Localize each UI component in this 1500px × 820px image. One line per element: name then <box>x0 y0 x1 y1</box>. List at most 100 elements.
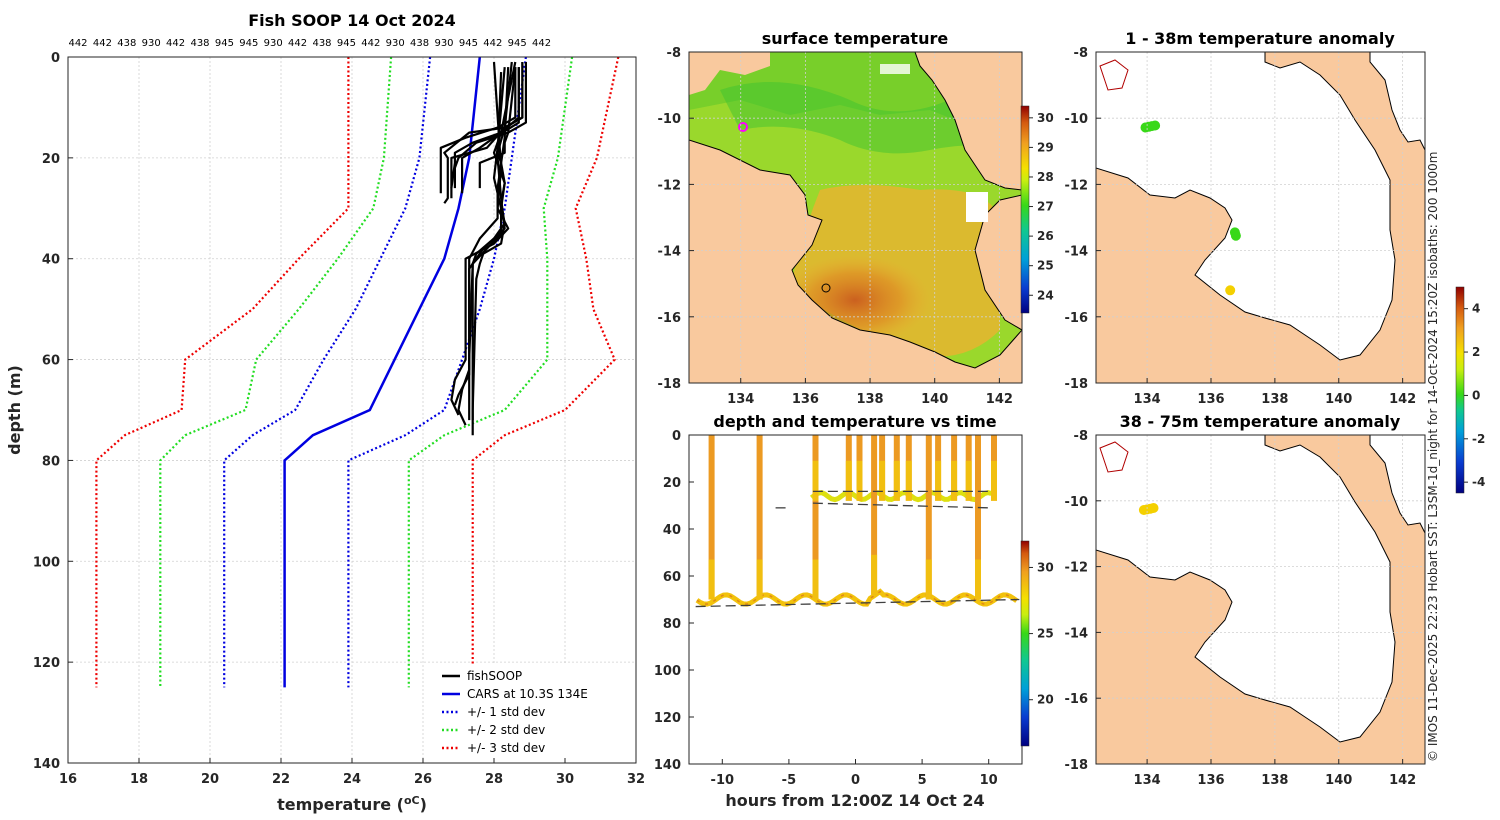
profile-std-line--2 <box>159 56 393 688</box>
profile-top-label: 442 <box>361 38 380 49</box>
profile-top-label: 945 <box>459 38 478 49</box>
timeseries-cast-base <box>991 460 997 501</box>
timeseries-cast-base <box>812 460 819 501</box>
sst-vessel-marker <box>738 122 748 132</box>
timeseries-cbtick-label: 30 <box>1037 560 1054 574</box>
timeseries-cast-base <box>708 559 715 600</box>
profile-ytick-label: 20 <box>42 152 60 167</box>
profile-std-line--3 <box>95 57 350 688</box>
timeseries-cast <box>925 435 932 600</box>
timeseries-ytick-label: 140 <box>654 758 681 773</box>
sst-cloud-gap-2 <box>880 64 910 74</box>
anomaly-cbtick-label: 4 <box>1472 302 1480 316</box>
sst-ytick-label: -14 <box>658 245 682 260</box>
sst-ytick-label: -12 <box>658 178 682 193</box>
timeseries-cast <box>812 435 819 600</box>
profile-title: Fish SOOP 14 Oct 2024 <box>248 11 456 30</box>
sst-cbtick-label: 30 <box>1037 111 1054 125</box>
anomaly-lower-axes-box <box>1095 434 1426 765</box>
anomaly-lower-ytick-label: -12 <box>1065 561 1089 576</box>
anomaly-upper-points <box>1140 120 1241 296</box>
timeseries-cast-base <box>975 559 981 600</box>
profile-xtick-label: 24 <box>343 772 361 787</box>
anomaly-lower-land <box>1096 435 1425 764</box>
profile-top-label: 930 <box>434 38 453 49</box>
timeseries-ytick-label: 0 <box>672 429 681 444</box>
copyright-note: © IMOS 11-Dec-2025 22:23 Hobart SST: L3S… <box>1426 152 1440 763</box>
timeseries-reference-line <box>695 598 1020 608</box>
anomaly-cbtick-label: -2 <box>1472 432 1485 446</box>
timeseries-xtick-label: 10 <box>980 773 998 788</box>
legend-label: CARS at 10.3S 134E <box>467 687 588 701</box>
profile-top-label: 945 <box>215 38 234 49</box>
sst-xtick-label: 136 <box>792 392 819 407</box>
timeseries-ytick-label: 80 <box>663 617 681 632</box>
timeseries-cast-base <box>951 460 958 501</box>
timeseries-cast-base <box>856 460 863 501</box>
anomaly-upper-xtick-label: 142 <box>1389 392 1416 407</box>
anomaly-upper-xtick-label: 134 <box>1134 392 1161 407</box>
anomaly-upper-ytick-label: -14 <box>1065 245 1089 260</box>
timeseries-xtick-label: 0 <box>851 773 860 788</box>
profile-top-label: 930 <box>386 38 405 49</box>
profile-ytick-label: 120 <box>33 656 60 671</box>
profile-ytick-label: 40 <box>42 253 60 268</box>
timeseries-panel: depth and temperature vs time -10 -5 0 5 100… <box>654 412 1054 810</box>
sst-xtick-label: 140 <box>921 392 948 407</box>
timeseries-xlabel: hours from 12:00Z 14 Oct 24 <box>725 791 984 810</box>
timeseries-colorbar-ticks: 20 25 30 <box>1029 560 1054 707</box>
timeseries-cast-base <box>893 460 900 501</box>
anomaly-cbtick-label: 0 <box>1472 388 1480 402</box>
anomaly-colorbar <box>1455 286 1465 494</box>
anomaly-upper-isobath <box>1099 59 1129 91</box>
anomaly-upper-axes-box <box>1095 51 1426 384</box>
profile-top-label: 945 <box>337 38 356 49</box>
timeseries-cast-base <box>879 460 886 501</box>
anomaly-upper-xtick-label: 140 <box>1325 392 1352 407</box>
sst-ticks: 134 136 138 140 142 -8 -10 -12 -14 -16 -18 <box>658 46 1013 407</box>
sst-xtick-label: 142 <box>986 392 1013 407</box>
anomaly-upper-ytick-label: -18 <box>1065 377 1089 392</box>
timeseries-xtick-label: -10 <box>711 773 735 788</box>
profile-fish-line <box>461 67 520 194</box>
profile-fish-line <box>439 67 517 194</box>
timeseries-ytick-label: 20 <box>663 476 681 491</box>
profile-top-label: 438 <box>117 38 136 49</box>
anomaly-lower-ytick-label: -16 <box>1065 692 1089 707</box>
profile-top-label: 930 <box>142 38 161 49</box>
timeseries-title: depth and temperature vs time <box>713 412 996 431</box>
sst-cool-eddy <box>720 82 1022 154</box>
anomaly-upper-point <box>1230 230 1241 241</box>
profile-top-label: 442 <box>166 38 185 49</box>
anomaly-lower-ytick-label: -8 <box>1074 429 1088 444</box>
profile-legend: fishSOOP CARS at 10.3S 134E +/- 1 std dev +… <box>434 664 606 758</box>
profile-xtick-label: 18 <box>130 772 148 787</box>
sst-xtick-label: 134 <box>727 392 754 407</box>
timeseries-reference-line <box>812 502 989 509</box>
sst-panel: surface temperature 134 136 138 140 142 -8 -10… <box>658 29 1054 407</box>
timeseries-ytick-label: 60 <box>663 570 681 585</box>
timeseries-xtick-label: -5 <box>782 773 796 788</box>
profile-top-label: 442 <box>288 38 307 49</box>
sst-colorbar-ticks: 24 25 26 27 28 29 30 <box>1029 111 1054 302</box>
anomaly-lower-xtick-label: 140 <box>1325 773 1352 788</box>
sst-cloud-gap <box>966 192 988 222</box>
legend-label: fishSOOP <box>467 669 522 683</box>
timeseries-cast-base <box>845 460 852 501</box>
profile-xtick-label: 32 <box>627 772 645 787</box>
anomaly-colorbar-ticks: -4 -2 0 2 4 <box>1464 302 1485 489</box>
profile-top-label: 930 <box>264 38 283 49</box>
timeseries-shallow-track <box>809 490 993 503</box>
anomaly-upper-title: 1 - 38m temperature anomaly <box>1125 29 1395 48</box>
anomaly-lower-panel: 38 - 75m temperature anomaly 134 136 138 14… <box>1065 412 1426 788</box>
anomaly-lower-xtick-label: 136 <box>1197 773 1224 788</box>
profile-top-label: 438 <box>312 38 331 49</box>
sst-cbtick-label: 24 <box>1037 288 1054 302</box>
timeseries-ytick-label: 100 <box>654 664 681 679</box>
sst-ytick-label: -10 <box>658 112 682 127</box>
timeseries-cast-base <box>756 559 763 600</box>
anomaly-cbtick-label: -4 <box>1472 475 1485 489</box>
anomaly-upper-ytick-label: -16 <box>1065 311 1089 326</box>
profile-top-labels: 442 442 438 930 442 438 945 945 930 442 438 945 442 9… <box>68 38 551 49</box>
